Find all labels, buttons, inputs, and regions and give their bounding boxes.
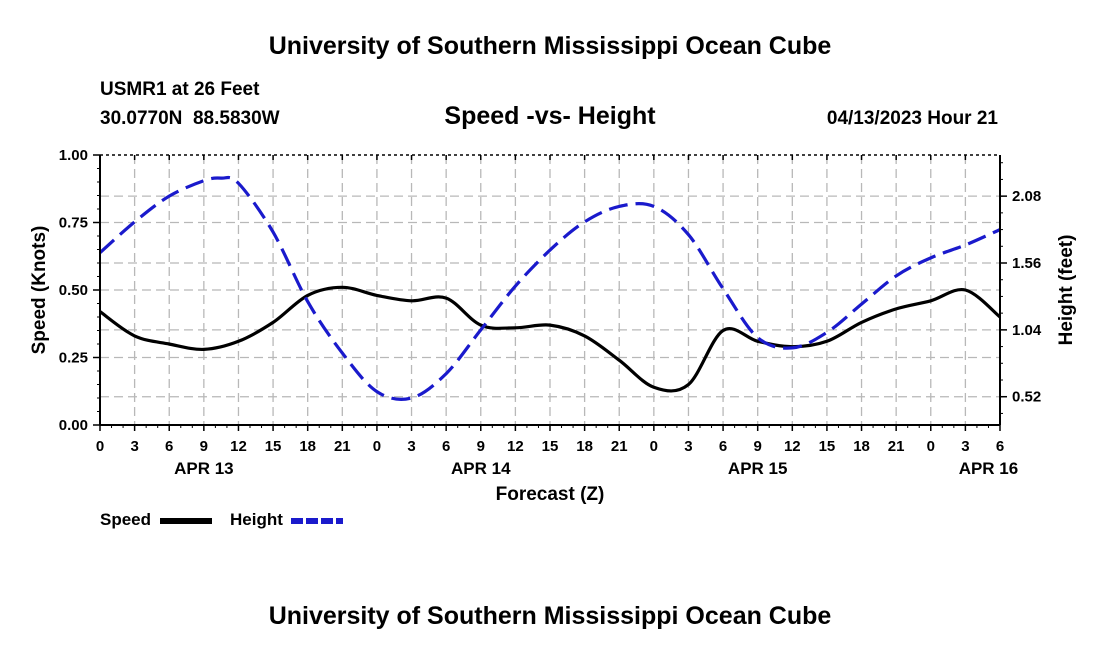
page-title-bottom: University of Southern Mississippi Ocean… (269, 602, 832, 630)
date-label: APR 13 (174, 459, 234, 478)
y-tick-label: 0.50 (59, 282, 88, 299)
axes: 0 3 6 9 12 15 18 21 0 3 6 9 12 15 18 21 0 3 6 9 12 15 18 21 0 3 6A… (59, 147, 1042, 478)
date-label: APR 14 (451, 459, 511, 478)
y2-tick-label: 0.52 (1012, 389, 1041, 406)
y2-tick-label: 1.56 (1012, 255, 1041, 272)
x-tick-label: 3 (130, 438, 138, 455)
series-line-height (98, 175, 1001, 401)
x-tick-label: 0 (96, 438, 104, 455)
y-tick-label: 0.75 (59, 215, 88, 232)
legend-label-height: Height (230, 510, 283, 529)
x-tick-label: 15 (265, 438, 282, 455)
x-tick-label: 15 (819, 438, 836, 455)
series-lines (98, 175, 1002, 401)
x-tick-label: 6 (442, 438, 450, 455)
x-tick-label: 6 (719, 438, 727, 455)
y-tick-label: 0.00 (59, 417, 88, 434)
x-tick-label: 21 (611, 438, 628, 455)
page-title-top: University of Southern Mississippi Ocean… (269, 32, 832, 60)
x-tick-label: 18 (576, 438, 593, 455)
x-tick-label: 0 (927, 438, 935, 455)
x-tick-label: 9 (754, 438, 762, 455)
y2-axis-label: Height (feet) (1056, 235, 1077, 346)
x-tick-label: 12 (507, 438, 524, 455)
x-tick-label: 3 (407, 438, 415, 455)
x-tick-label: 6 (996, 438, 1004, 455)
y-tick-label: 0.25 (59, 350, 88, 367)
date-label: APR 15 (728, 459, 788, 478)
station-coords: 30.0770N 88.5830W (100, 108, 280, 129)
y-axis-label: Speed (Knots) (29, 226, 50, 355)
x-tick-label: 12 (230, 438, 247, 455)
date-label: APR 16 (959, 459, 1019, 478)
x-tick-label: 6 (165, 438, 173, 455)
x-tick-label: 9 (477, 438, 485, 455)
chart-title: Speed -vs- Height (444, 102, 656, 130)
x-tick-label: 18 (853, 438, 870, 455)
x-tick-label: 0 (650, 438, 658, 455)
x-tick-label: 21 (888, 438, 905, 455)
y2-tick-label: 2.08 (1012, 188, 1041, 205)
x-tick-label: 9 (200, 438, 208, 455)
x-tick-label: 18 (299, 438, 316, 455)
x-tick-label: 3 (684, 438, 692, 455)
series-line-speed (99, 285, 1002, 393)
x-tick-label: 3 (961, 438, 969, 455)
legend: Speed Height (100, 510, 343, 529)
x-tick-label: 21 (334, 438, 351, 455)
x-axis-label: Forecast (Z) (496, 484, 605, 505)
legend-label-speed: Speed (100, 510, 151, 529)
x-tick-label: 15 (542, 438, 559, 455)
forecast-datetime: 04/13/2023 Hour 21 (827, 108, 999, 129)
x-tick-label: 0 (373, 438, 381, 455)
y-tick-label: 1.00 (59, 147, 88, 164)
y2-tick-label: 1.04 (1012, 322, 1042, 339)
grid (100, 155, 1000, 425)
station-name: USMR1 at 26 Feet (100, 79, 260, 100)
x-tick-label: 12 (784, 438, 801, 455)
